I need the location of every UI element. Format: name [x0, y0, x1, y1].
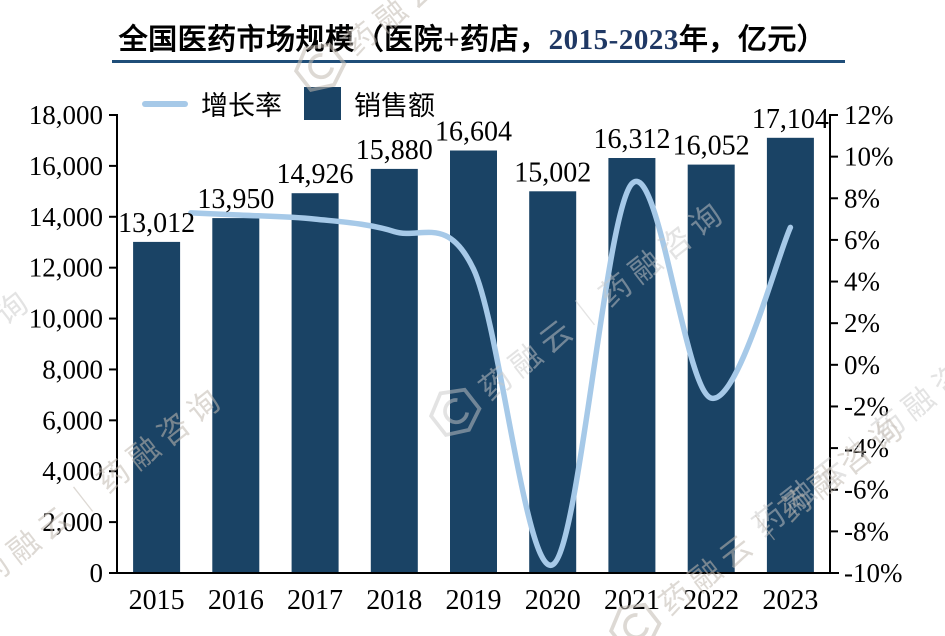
right-axis-tick-label: 6%	[844, 225, 880, 255]
left-axis-tick-label: 2,000	[42, 507, 103, 537]
left-axis-tick-label: 0	[90, 558, 104, 588]
bar-value-label-2021: 16,312	[593, 124, 670, 155]
bar-2020	[529, 191, 577, 574]
right-axis-tick-label: -8%	[844, 516, 889, 546]
bar-2018	[370, 168, 418, 573]
growth-line-legend-swatch	[142, 100, 188, 107]
x-tick-label-2021: 2021	[604, 585, 660, 616]
x-tick-label-2017: 2017	[287, 585, 343, 616]
bar-2017	[291, 193, 339, 573]
left-axis-tick-label: 10,000	[29, 304, 103, 334]
left-axis-tick-label: 4,000	[42, 456, 103, 486]
right-axis-tick-label: 8%	[844, 183, 880, 213]
bar-2023	[766, 137, 814, 574]
bar-value-label-2022: 16,052	[673, 131, 750, 162]
right-axis-tick-label: 4%	[844, 267, 880, 297]
bar-value-label-2023: 17,104	[752, 104, 829, 135]
left-axis-tick-label: 6,000	[42, 405, 103, 435]
x-tick-label-2019: 2019	[446, 585, 502, 616]
right-axis-tick-label: 2%	[844, 308, 880, 338]
chart-title-suffix: 年，亿元）	[678, 24, 827, 56]
bar-2016	[212, 218, 260, 573]
chart-legend: 增长率 销售额	[142, 84, 457, 123]
bar-value-label-2017: 14,926	[277, 159, 354, 190]
bar-value-label-2020: 15,002	[514, 157, 591, 188]
legend-label-sales: 销售额	[354, 91, 435, 121]
x-tick-label-2022: 2022	[683, 585, 739, 616]
x-tick-label-2023: 2023	[762, 585, 818, 616]
left-axis-tick-label: 8,000	[42, 354, 103, 384]
left-axis-tick-label: 18,000	[29, 100, 103, 130]
chart-title-range: 2015-2023	[548, 24, 679, 56]
title-underline	[112, 60, 845, 63]
left-axis-tick-label: 16,000	[29, 151, 103, 181]
bar-2021	[608, 158, 656, 573]
bar-2015	[133, 241, 181, 573]
right-axis-tick-label: 10%	[844, 142, 894, 172]
x-tick-label-2018: 2018	[366, 585, 422, 616]
right-axis-tick-label: -2%	[844, 391, 889, 421]
right-axis-tick-label: 12%	[844, 100, 894, 130]
bar-value-label-2015: 13,012	[118, 208, 195, 239]
right-axis-tick-label: -6%	[844, 475, 889, 505]
legend-label-growth-rate: 增长率	[201, 91, 282, 121]
x-tick-label-2016: 2016	[208, 585, 264, 616]
x-tick-label-2020: 2020	[525, 585, 581, 616]
right-axis-tick-label: -4%	[844, 433, 889, 463]
chart-title-prefix: 全国医药市场规模（医院+药店，	[118, 24, 549, 56]
growth-rate-line	[188, 178, 794, 568]
bar-2019	[450, 150, 497, 573]
left-axis-tick-label: 14,000	[29, 202, 103, 232]
x-tick-label-2015: 2015	[129, 585, 185, 616]
bar-value-label-2018: 15,880	[356, 135, 433, 166]
bar-value-label-2016: 13,950	[197, 184, 274, 215]
right-axis-tick-label: 0%	[844, 350, 880, 380]
bar-value-label-2019: 16,604	[435, 117, 512, 148]
right-axis-tick-label: -10%	[844, 558, 902, 588]
left-axis-tick-label: 12,000	[29, 253, 103, 283]
chart-title: 全国医药市场规模（医院+药店，2015-2023年，亿元）	[60, 16, 885, 58]
sales-bar-legend-swatch	[304, 87, 341, 120]
